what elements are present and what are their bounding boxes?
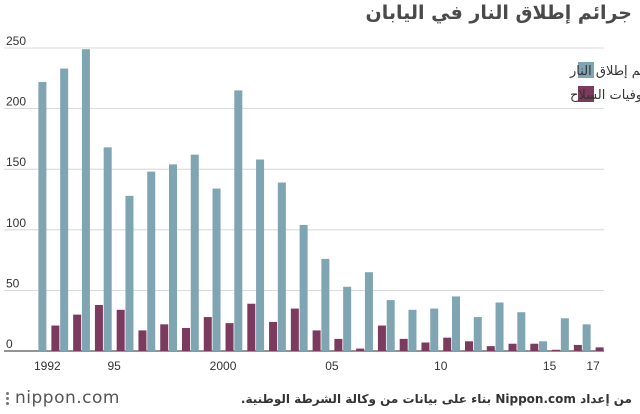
bar-gun-deaths [334, 338, 343, 351]
bar-shooting-crimes [539, 341, 548, 351]
legend-label: جرائم إطلاق النار [569, 64, 640, 79]
bar-shooting-crimes [452, 296, 460, 351]
bar-shooting-crimes [277, 182, 286, 351]
bar-gun-deaths [138, 330, 147, 351]
bars [38, 49, 604, 352]
x-tick-label: 2000 [210, 359, 237, 373]
x-tick-label: 10 [434, 359, 448, 373]
y-axis: 0 50 100 150 200 250 [6, 34, 26, 351]
bar-shooting-crimes [234, 90, 243, 352]
bar-gun-deaths [508, 343, 517, 351]
y-tick-label: 0 [6, 337, 13, 351]
bar-shooting-crimes [386, 300, 395, 351]
x-tick-label: 15 [543, 359, 557, 373]
bar-shooting-crimes [408, 309, 417, 351]
chart-title: جرائم إطلاق النار في اليابان [365, 2, 632, 24]
source-note: من إعداد Nippon.com بناء على بيانات من و… [240, 392, 632, 406]
nippon-logo-text: nippon.com [15, 388, 120, 408]
bar-gun-deaths [94, 304, 103, 351]
bar-shooting-crimes [169, 164, 177, 351]
bar-gun-deaths [51, 325, 60, 351]
bar-shooting-crimes [343, 286, 352, 351]
y-tick-label: 100 [6, 216, 26, 230]
bar-shooting-crimes [321, 258, 330, 351]
nippon-logo: nippon.com [6, 388, 120, 408]
bar-gun-deaths [203, 317, 212, 351]
bar-gun-deaths [269, 321, 278, 351]
bar-gun-deaths [182, 327, 190, 351]
legend-swatch [578, 86, 594, 102]
nippon-logo-icon [6, 390, 9, 407]
y-tick-label: 250 [6, 34, 26, 48]
bar-shooting-crimes [190, 154, 199, 351]
y-tick-label: 200 [6, 95, 26, 109]
y-tick-label: 150 [6, 155, 26, 169]
bar-gun-deaths [356, 348, 365, 351]
x-axis: 1992 95 2000 05 10 15 17 [34, 359, 600, 373]
x-tick-label: 1992 [34, 359, 61, 373]
bar-gun-deaths [225, 323, 234, 351]
bar-shooting-crimes [212, 188, 221, 351]
y-tick-label: 50 [6, 276, 20, 290]
legend-swatch [578, 62, 594, 78]
bar-chart: 0 50 100 150 200 250 1992 95 2000 05 10 15 17 جرائم… [4, 34, 640, 373]
bar-shooting-crimes [299, 224, 308, 351]
bar-gun-deaths [399, 338, 408, 351]
bar-shooting-crimes [38, 81, 47, 351]
bar-shooting-crimes [430, 308, 439, 351]
bar-gun-deaths [247, 303, 256, 351]
bar-shooting-crimes [495, 302, 504, 351]
bar-gun-deaths [116, 309, 125, 351]
bar-shooting-crimes [473, 317, 482, 351]
bar-shooting-crimes [125, 195, 134, 351]
legend: جرائم إطلاق النار وفيات السلاح [569, 62, 640, 103]
bar-shooting-crimes [103, 147, 112, 351]
bar-gun-deaths [486, 346, 495, 351]
bar-gun-deaths [530, 343, 539, 351]
bar-shooting-crimes [147, 171, 156, 351]
bar-gun-deaths [465, 341, 473, 351]
bar-gun-deaths [573, 344, 582, 351]
x-tick-label: 95 [108, 359, 122, 373]
bar-gun-deaths [421, 342, 430, 351]
bar-gun-deaths [552, 349, 561, 351]
bar-shooting-crimes [517, 312, 526, 351]
bar-shooting-crimes [81, 49, 90, 351]
legend-label: وفيات السلاح [570, 88, 640, 103]
bar-gun-deaths [377, 325, 386, 351]
bar-gun-deaths [312, 330, 321, 351]
bar-shooting-crimes [560, 318, 569, 351]
bar-gun-deaths [160, 324, 169, 351]
x-tick-label: 05 [325, 359, 339, 373]
bar-gun-deaths [73, 314, 82, 351]
bar-shooting-crimes [364, 272, 373, 351]
bar-gun-deaths [595, 347, 604, 351]
bar-shooting-crimes [582, 324, 591, 351]
x-tick-label: 17 [586, 359, 600, 373]
bar-shooting-crimes [60, 68, 69, 351]
bar-gun-deaths [443, 337, 452, 351]
bar-gun-deaths [290, 308, 299, 351]
bar-shooting-crimes [256, 159, 265, 351]
